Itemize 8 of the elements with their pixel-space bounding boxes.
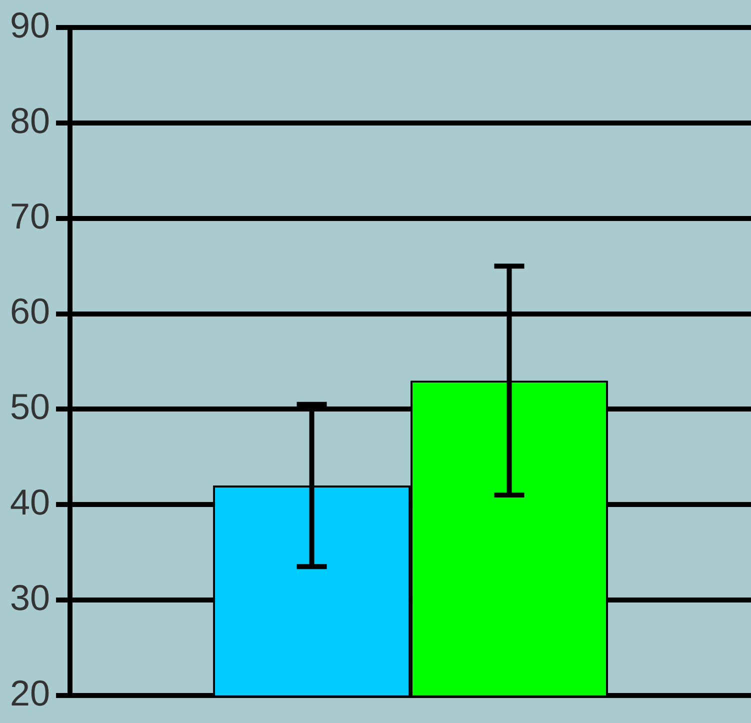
y-tick-label: 30 (10, 576, 50, 618)
y-tick-label: 40 (10, 482, 50, 523)
y-tick-label: 60 (10, 290, 50, 332)
y-tick-label: 50 (10, 386, 50, 428)
y-tick-label: 20 (10, 672, 50, 714)
y-tick-label: 90 (10, 4, 50, 46)
y-tick-label: 70 (10, 195, 50, 236)
y-tick-label: 80 (10, 100, 50, 141)
